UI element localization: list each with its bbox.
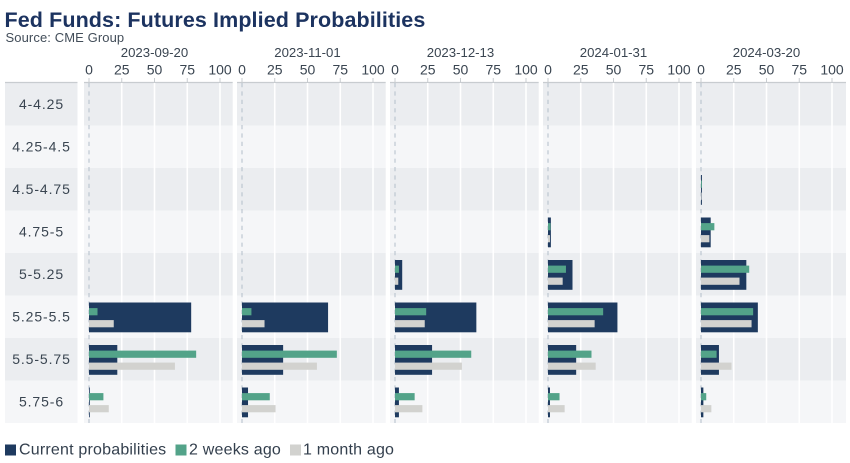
- svg-text:0: 0: [544, 62, 552, 78]
- svg-text:4.25-4.5: 4.25-4.5: [12, 138, 71, 154]
- svg-text:5.25-5.5: 5.25-5.5: [12, 308, 71, 324]
- svg-text:0: 0: [391, 62, 399, 78]
- svg-text:100: 100: [514, 62, 538, 78]
- svg-text:50: 50: [606, 62, 622, 78]
- svg-text:25: 25: [726, 62, 742, 78]
- svg-text:5.75-6: 5.75-6: [19, 393, 64, 409]
- svg-text:50: 50: [300, 62, 316, 78]
- svg-text:4.75-5: 4.75-5: [19, 223, 64, 239]
- svg-text:100: 100: [667, 62, 691, 78]
- svg-text:25: 25: [267, 62, 283, 78]
- svg-text:0: 0: [85, 62, 93, 78]
- svg-text:75: 75: [791, 62, 807, 78]
- svg-text:1 month ago: 1 month ago: [303, 442, 394, 459]
- svg-text:50: 50: [759, 62, 775, 78]
- svg-text:50: 50: [147, 62, 163, 78]
- svg-text:2023-11-01: 2023-11-01: [274, 45, 340, 60]
- svg-text:2 weeks ago: 2 weeks ago: [189, 442, 281, 459]
- svg-text:100: 100: [820, 62, 844, 78]
- svg-text:25: 25: [573, 62, 589, 78]
- svg-text:25: 25: [114, 62, 130, 78]
- svg-text:5-5.25: 5-5.25: [19, 266, 64, 282]
- svg-text:2023-12-13: 2023-12-13: [427, 45, 494, 60]
- svg-text:2024-01-31: 2024-01-31: [580, 45, 647, 60]
- svg-text:0: 0: [238, 62, 246, 78]
- svg-text:75: 75: [638, 62, 654, 78]
- svg-text:75: 75: [179, 62, 195, 78]
- svg-text:25: 25: [420, 62, 436, 78]
- svg-text:Fed Funds: Futures Implied Pro: Fed Funds: Futures Implied Probabilities: [5, 8, 426, 32]
- svg-text:5.5-5.75: 5.5-5.75: [12, 351, 71, 367]
- svg-text:Source: CME Group: Source: CME Group: [6, 30, 125, 45]
- svg-text:Current probabilities: Current probabilities: [19, 442, 166, 459]
- svg-text:75: 75: [485, 62, 501, 78]
- svg-text:4-4.25: 4-4.25: [19, 96, 64, 112]
- svg-text:75: 75: [332, 62, 348, 78]
- svg-text:50: 50: [453, 62, 469, 78]
- svg-text:0: 0: [697, 62, 705, 78]
- svg-text:4.5-4.75: 4.5-4.75: [12, 181, 71, 197]
- svg-text:100: 100: [208, 62, 232, 78]
- svg-text:2023-09-20: 2023-09-20: [121, 45, 188, 60]
- svg-text:2024-03-20: 2024-03-20: [733, 45, 800, 60]
- svg-text:100: 100: [361, 62, 385, 78]
